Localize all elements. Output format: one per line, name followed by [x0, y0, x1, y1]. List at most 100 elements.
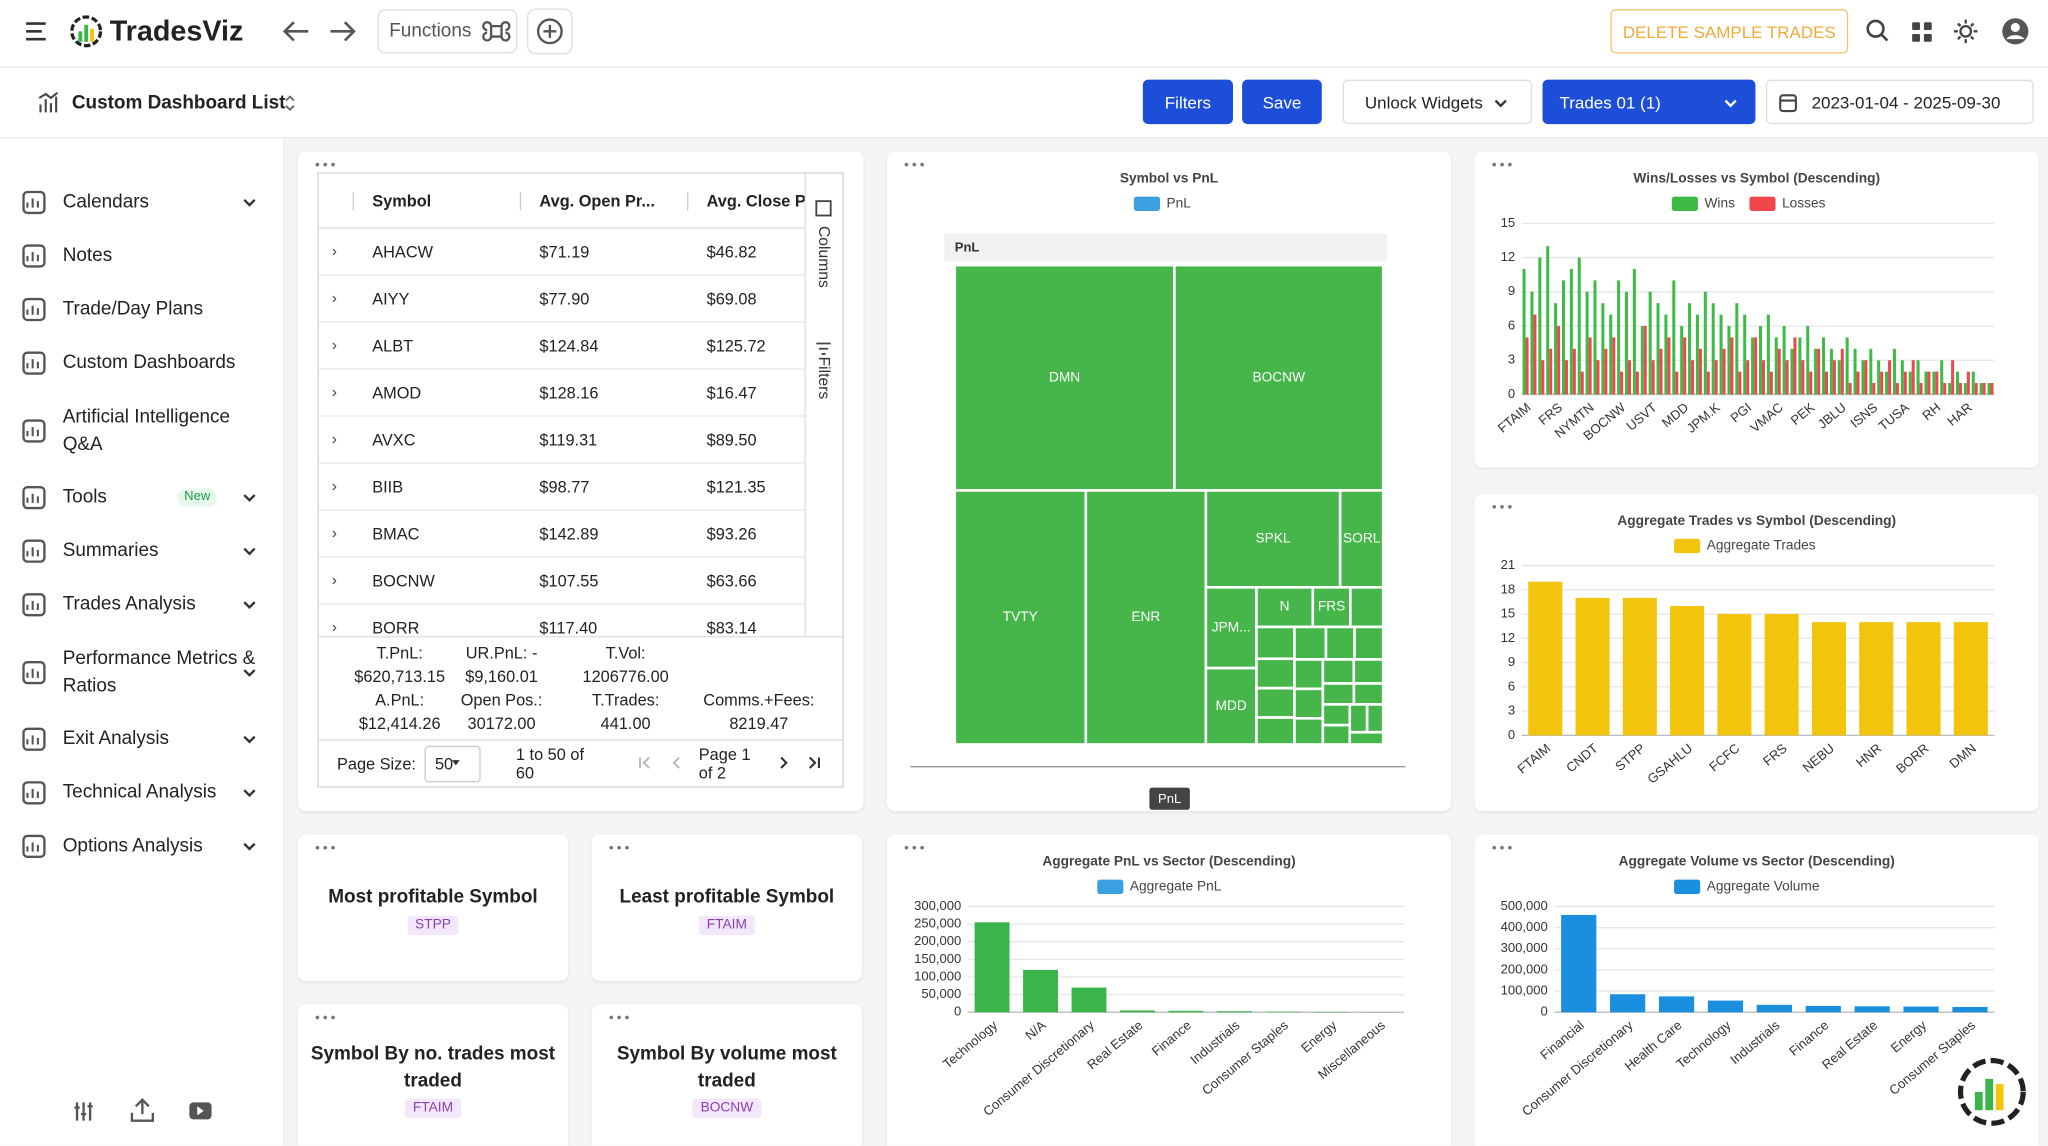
widget-panel	[591, 1004, 863, 1146]
column-header[interactable]: Avg. Close P	[706, 191, 806, 211]
table-row[interactable]: › ALBT $124.84 $125.72	[318, 323, 805, 370]
table-row[interactable]: › BOCNW $107.55 $63.66	[318, 558, 805, 605]
table-row[interactable]: › BORR $117.40 $83.14	[319, 605, 805, 636]
brand: TradesViz	[109, 14, 244, 48]
table-cell: $98.77	[539, 478, 590, 497]
column-separator	[687, 191, 689, 211]
trades-select[interactable]: Trades 01 (1)	[1542, 79, 1756, 125]
stat-chip: FTAIM	[698, 914, 755, 935]
summary-label: Open Pos.:	[460, 690, 543, 710]
widget-panel	[591, 834, 863, 981]
expand-arrow[interactable]: ›	[331, 382, 337, 401]
table-cell: $69.08	[706, 289, 757, 309]
widget-panel	[297, 1004, 569, 1146]
sidebar-item[interactable]: Trade/Day Plans	[62, 298, 204, 320]
table-cell: AMOD	[372, 383, 422, 403]
table-cell: BOCNW	[372, 572, 435, 591]
summary-label: UR.PnL: -	[465, 643, 538, 663]
table-frame: Symbol Avg. Open Pr... Avg. Close P › AHACW $…	[317, 172, 844, 788]
save-button[interactable]: Save	[1242, 79, 1322, 125]
sidebar-item[interactable]: Custom Dashboards	[62, 352, 236, 374]
summary-value: 30172.00	[467, 714, 536, 733]
column-header[interactable]: Avg. Open Pr...	[539, 191, 655, 211]
table-row[interactable]: › AHACW $71.19 $46.82	[318, 229, 805, 276]
table-row[interactable]: › BMAC $142.89 $93.26	[318, 511, 805, 558]
widget-panel	[886, 151, 1452, 812]
stat-card: Symbol By volume most traded BOCNW	[592, 1004, 862, 1119]
sidebar-item[interactable]: Options Analysis	[62, 835, 203, 857]
side-tab[interactable]: Filters	[815, 356, 834, 400]
functions-button[interactable]: Functions	[377, 9, 518, 54]
table-cell: $46.82	[706, 242, 757, 262]
page-size-label: Page Size:	[336, 754, 416, 774]
table-cell: AVXC	[372, 431, 416, 450]
delete-sample-button[interactable]: DELETE SAMPLE TRADES	[1610, 9, 1849, 54]
expand-arrow[interactable]: ›	[331, 288, 337, 307]
column-separator	[519, 191, 522, 211]
sidebar-item[interactable]: Artificial Intelligence Q&A	[62, 406, 231, 455]
unlock-widgets-button[interactable]: Unlock Widgets	[1342, 79, 1533, 125]
table-cell: $121.35	[706, 478, 766, 497]
widget-panel	[297, 834, 569, 981]
table-row[interactable]: › AMOD $128.16 $16.47	[318, 370, 805, 417]
expand-arrow[interactable]: ›	[331, 476, 337, 496]
side-panel-separator	[804, 173, 806, 637]
table-row[interactable]: › AVXC $119.31 $89.50	[318, 417, 805, 464]
table-cell: $77.90	[539, 289, 590, 309]
summary-label: Comms.+Fees:	[703, 690, 815, 710]
stat-title: Symbol By no. trades most traded	[310, 1043, 556, 1092]
table-cell: AIYY	[372, 289, 410, 309]
pager-separator	[318, 739, 843, 741]
summary-label: T.PnL:	[376, 643, 423, 663]
stat-card: Symbol By no. trades most traded FTAIM	[298, 1004, 568, 1119]
expand-arrow[interactable]: ›	[331, 429, 337, 448]
table-header: Symbol Avg. Open Pr... Avg. Close P	[318, 173, 806, 229]
summary-value: $620,713.15	[354, 667, 446, 686]
widget-panel	[1474, 151, 2039, 468]
sidebar-item[interactable]: Technical Analysis	[62, 782, 217, 803]
summary-value: 8219.47	[729, 714, 789, 733]
summary-separator	[318, 636, 843, 638]
summary-label: A.PnL:	[375, 690, 425, 710]
summary-label: T.Vol:	[605, 643, 646, 663]
stat-title: Most profitable Symbol	[328, 886, 538, 908]
expand-arrow[interactable]: ›	[331, 241, 337, 260]
table-cell: $63.66	[706, 572, 757, 591]
date-range-picker[interactable]: 2023-01-04 - 2025-09-30	[1765, 79, 2034, 125]
sidebar-item[interactable]: Tools	[62, 486, 107, 508]
filters-button[interactable]: Filters	[1142, 79, 1233, 125]
summary-label: T.Trades:	[591, 690, 660, 710]
stat-card: Most profitable Symbol STPP	[298, 835, 568, 935]
sidebar-item[interactable]: Trades Analysis	[62, 593, 196, 615]
column-header[interactable]: Symbol	[372, 191, 432, 211]
table-cell: $117.40	[539, 619, 598, 637]
table-cell: $89.50	[706, 431, 757, 450]
expand-arrow[interactable]: ›	[331, 617, 337, 637]
expand-arrow[interactable]: ›	[331, 335, 337, 354]
table-row[interactable]: › AIYY $77.90 $69.08	[318, 276, 805, 323]
table-cell: $16.47	[706, 383, 757, 403]
table-row[interactable]: › BIIB $98.77 $121.35	[318, 464, 805, 511]
stat-card: Least profitable Symbol FTAIM	[592, 835, 862, 935]
dashboard-list-title[interactable]: Custom Dashboard List	[71, 92, 286, 114]
sidebar-item[interactable]: Performance Metrics & Ratios	[62, 648, 256, 697]
sidebar-item[interactable]: Notes	[62, 245, 113, 267]
column-separator	[352, 191, 354, 211]
page-range: 1 to 50 of 60	[515, 745, 584, 783]
page-size-select[interactable]: 50	[424, 745, 481, 783]
sidebar-item[interactable]: Exit Analysis	[62, 728, 170, 750]
stat-chip: BOCNW	[692, 1098, 761, 1119]
widget-panel	[886, 834, 1452, 1146]
table-cell: BMAC	[372, 525, 420, 544]
side-tab[interactable]: Columns	[815, 225, 834, 288]
expand-arrow[interactable]: ›	[331, 570, 337, 590]
new-badge: New	[177, 488, 217, 507]
table-cell: $83.14	[706, 619, 757, 637]
sidebar-item[interactable]: Calendars	[62, 191, 150, 213]
table-cell: ALBT	[372, 336, 414, 356]
sidebar-item[interactable]: Summaries	[62, 540, 159, 562]
sidebar	[0, 138, 285, 1146]
expand-arrow[interactable]: ›	[331, 523, 337, 543]
widget-panel	[1474, 493, 2039, 812]
